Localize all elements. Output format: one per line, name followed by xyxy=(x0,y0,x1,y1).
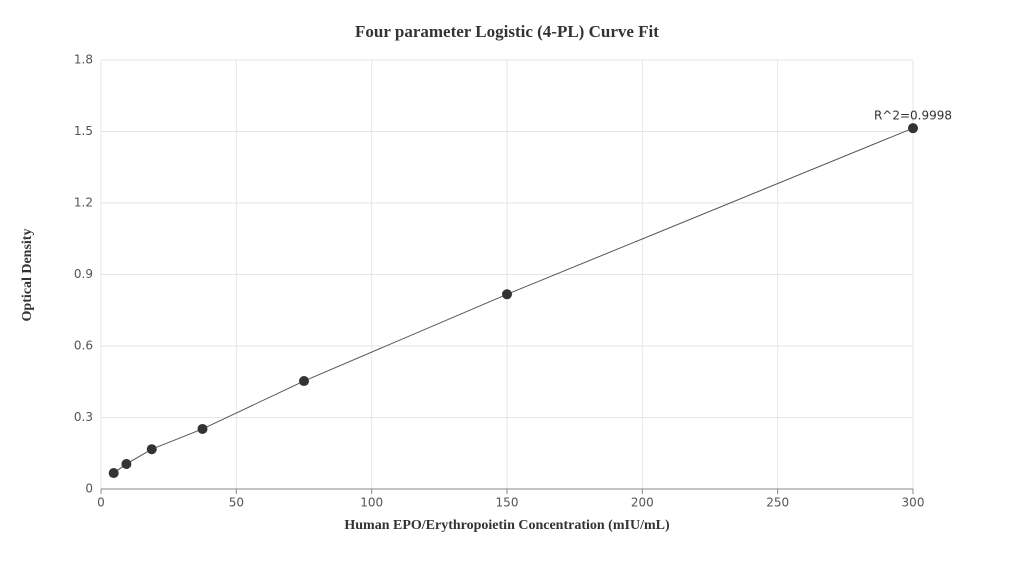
data-point xyxy=(197,423,208,434)
y-tick-label: 1.5 xyxy=(74,124,93,138)
x-tick-label: 0 xyxy=(97,496,105,510)
y-tick-label: 0.6 xyxy=(74,339,93,353)
fit-line xyxy=(113,127,914,474)
y-tick-label: 0 xyxy=(85,482,93,496)
y-tick-label: 1.8 xyxy=(74,53,93,67)
y-tick-label: 1.2 xyxy=(74,196,93,210)
x-axis-title: Human EPO/Erythropoietin Concentration (… xyxy=(344,518,670,533)
x-tick-label: 150 xyxy=(496,496,519,510)
y-tick-label: 0.3 xyxy=(74,410,93,424)
data-point xyxy=(502,289,512,300)
annotation: R^2=0.9998 xyxy=(874,109,952,123)
data-point xyxy=(108,468,119,479)
x-tick-label: 200 xyxy=(631,496,654,510)
data-point xyxy=(121,458,132,469)
data-point xyxy=(299,376,309,387)
x-tick-label: 250 xyxy=(766,496,789,510)
x-tick-label: 50 xyxy=(229,496,244,510)
y-axis-title: Optical Density xyxy=(20,229,35,322)
data-point xyxy=(908,123,918,134)
data-point xyxy=(146,444,157,455)
x-tick-label: 100 xyxy=(360,496,383,510)
chart-title: Four parameter Logistic (4-PL) Curve Fit xyxy=(355,22,659,41)
x-tick-label: 300 xyxy=(902,496,925,510)
y-tick-label: 0.9 xyxy=(74,267,93,281)
